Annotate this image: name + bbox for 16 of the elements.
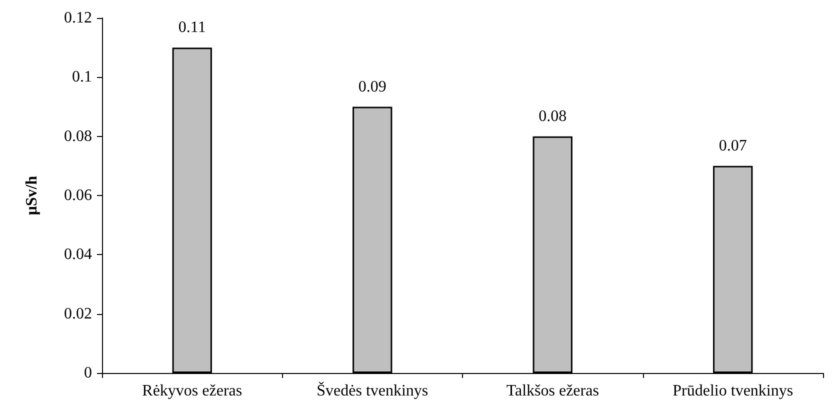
y-tick-label: 0.02 xyxy=(64,305,92,322)
x-tick-label: Rėkyvos ežeras xyxy=(142,382,242,400)
x-tick-label: Švedės tvenkinys xyxy=(316,382,428,400)
data-label: 0.09 xyxy=(358,78,386,96)
data-label: 0.08 xyxy=(538,108,567,125)
x-tick-label: Prūdelio tvenkinys xyxy=(672,382,794,400)
y-tick-label: 0.1 xyxy=(72,68,92,86)
y-tick-label: 0.12 xyxy=(64,10,92,26)
y-axis-title: μSv/h xyxy=(24,176,40,216)
data-label: 0.11 xyxy=(178,19,206,36)
y-tick-label: 0.08 xyxy=(64,128,92,145)
y-tick-label: 0.04 xyxy=(64,246,92,264)
y-tick-label: 0.06 xyxy=(64,187,92,204)
x-tick-label: Talkšos ežeras xyxy=(506,382,599,400)
y-tick-label: 0 xyxy=(84,364,92,382)
data-label: 0.07 xyxy=(718,137,747,154)
